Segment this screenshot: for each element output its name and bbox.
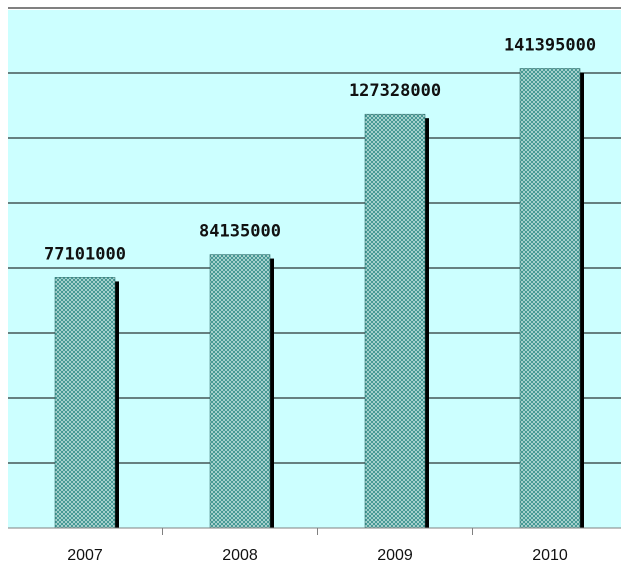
data-labels: 77101000 84135000 127328000 141395000	[44, 35, 596, 264]
x-axis-ticks	[162, 528, 473, 535]
bar-2008	[209, 254, 271, 529]
data-label-2009: 127328000	[349, 81, 441, 101]
bars	[54, 68, 584, 529]
data-label-2008: 84135000	[199, 222, 281, 242]
x-tick-label-2007: 2007	[67, 547, 103, 564]
x-tick-label-2008: 2008	[222, 547, 258, 564]
bar-2009	[364, 113, 426, 529]
x-axis-labels: 2007 2008 2009 2010	[67, 547, 568, 564]
x-tick-label-2009: 2009	[377, 547, 413, 564]
x-tick-label-2010: 2010	[532, 547, 568, 564]
data-label-2010: 141395000	[504, 35, 596, 55]
data-label-2007: 77101000	[44, 244, 126, 264]
bar-2007	[54, 277, 116, 529]
bar-2010	[519, 68, 581, 529]
